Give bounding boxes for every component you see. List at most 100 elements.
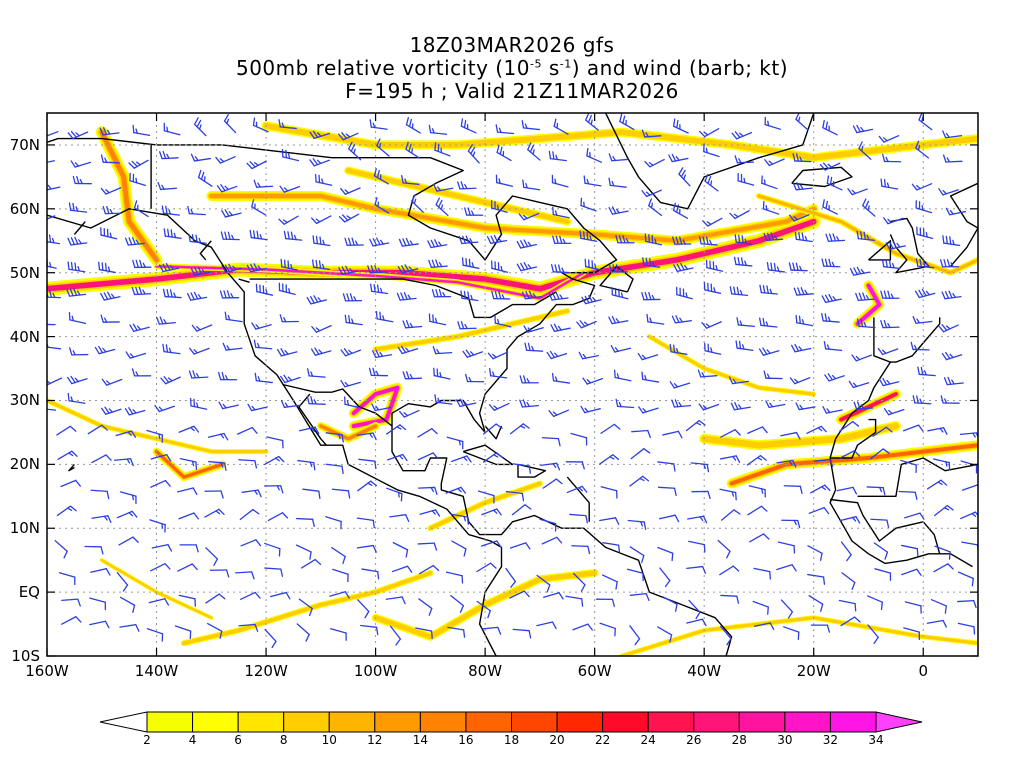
wind-barb	[369, 119, 388, 130]
wind-barb	[329, 628, 347, 641]
wind-barb	[306, 395, 326, 405]
wind-barb	[823, 341, 843, 352]
wind-barb	[747, 505, 768, 516]
wind-barb	[704, 173, 719, 192]
wind-barb	[187, 205, 206, 216]
wind-barb	[418, 486, 438, 495]
wind-barb	[67, 375, 88, 385]
wind-barb	[312, 235, 331, 247]
title-field-post: ) and wind (barb; kt)	[571, 56, 789, 80]
wind-barb	[491, 260, 509, 273]
wind-barb	[730, 401, 751, 411]
wind-barb	[427, 239, 448, 249]
wind-barb	[792, 153, 812, 163]
vorticity-band	[351, 385, 400, 428]
wind-barb	[314, 173, 333, 186]
wind-barb	[255, 283, 274, 296]
wind-barb	[957, 599, 977, 609]
wind-barb	[807, 573, 826, 585]
wind-barb	[527, 142, 541, 161]
vorticity-band	[428, 481, 542, 531]
wind-barb	[357, 599, 370, 619]
wind-barb	[278, 215, 299, 225]
wind-barb	[456, 398, 477, 408]
wind-barb	[808, 507, 830, 515]
wind-barb	[601, 574, 618, 590]
wind-barb	[54, 540, 68, 559]
wind-barb	[697, 369, 718, 378]
vorticity-shading	[47, 121, 978, 656]
wind-barb	[735, 340, 754, 351]
wind-barb	[162, 343, 181, 355]
wind-barb	[836, 486, 858, 495]
wind-barb	[100, 154, 120, 164]
wind-barb	[516, 262, 538, 272]
wind-barb	[116, 510, 138, 519]
wind-barb	[822, 119, 838, 136]
wind-barb	[241, 489, 262, 498]
wind-barb	[148, 598, 170, 606]
wind-barb	[417, 542, 438, 551]
wind-barb	[629, 593, 650, 602]
wind-barb	[428, 259, 448, 268]
wind-barb	[419, 509, 441, 517]
vorticity-band	[373, 570, 598, 640]
wind-barb	[325, 463, 344, 475]
wind-barb	[791, 343, 812, 353]
wind-barb	[264, 628, 277, 649]
wind-barb	[821, 258, 841, 268]
wind-barb	[240, 539, 262, 547]
wind-barb	[102, 205, 123, 215]
wind-barb	[89, 620, 110, 629]
wind-barb	[856, 318, 876, 329]
wind-barb	[281, 149, 300, 162]
wind-barb	[788, 214, 810, 222]
wind-barb	[174, 625, 192, 640]
wind-barb	[753, 567, 771, 580]
wind-barb	[100, 314, 120, 323]
wind-barb	[580, 197, 597, 212]
wind-barb	[309, 130, 331, 139]
wind-barb	[332, 568, 349, 583]
wind-barb	[763, 370, 783, 380]
wind-barb	[428, 124, 448, 135]
wind-barb	[912, 315, 933, 324]
wind-barb	[641, 189, 662, 198]
lat-label-7: EQ	[18, 583, 40, 602]
colorbar-label: 16	[458, 733, 474, 747]
wind-barb	[235, 571, 255, 580]
wind-barb	[462, 349, 484, 358]
wind-barb	[163, 122, 181, 136]
wind-barb	[357, 480, 378, 492]
wind-barb	[150, 563, 171, 572]
wind-barb	[118, 536, 139, 546]
wind-barb	[434, 142, 451, 157]
wind-barb	[721, 509, 741, 521]
vorticity-band	[155, 265, 585, 300]
wind-barb	[276, 348, 298, 357]
colorbar-label: 32	[822, 733, 839, 747]
wind-barb	[100, 291, 121, 301]
wind-barb	[698, 403, 720, 411]
wind-barb	[371, 403, 392, 412]
wind-barb	[776, 459, 797, 468]
lat-label-2: 50N	[9, 263, 40, 282]
wind-barb	[691, 490, 711, 500]
wind-barb	[678, 167, 691, 187]
wind-barb	[939, 259, 960, 268]
wind-barb	[763, 232, 784, 242]
wind-barb	[488, 367, 508, 379]
wind-barb	[296, 623, 310, 642]
wind-barb	[688, 540, 706, 553]
wind-barb	[553, 118, 569, 135]
wind-barb	[447, 626, 466, 638]
wind-barb	[160, 376, 181, 385]
lat-label-6: 10N	[9, 519, 40, 538]
wind-barb	[826, 175, 843, 191]
wind-barb	[565, 595, 584, 607]
wind-barb	[941, 290, 962, 300]
wind-barb	[278, 119, 297, 130]
wind-barb	[101, 406, 122, 415]
wind-barb	[608, 206, 629, 215]
